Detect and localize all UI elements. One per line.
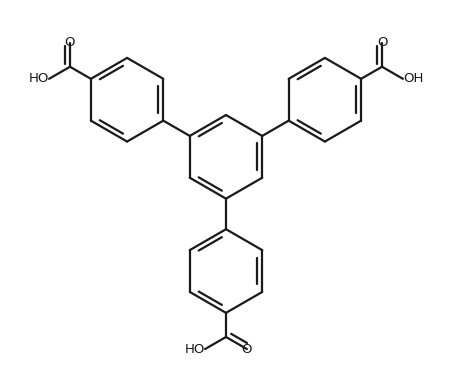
Text: O: O [64,36,75,49]
Text: O: O [376,36,387,49]
Text: HO: HO [29,72,49,85]
Text: OH: OH [402,72,422,85]
Text: HO: HO [184,342,205,356]
Text: O: O [241,342,252,356]
